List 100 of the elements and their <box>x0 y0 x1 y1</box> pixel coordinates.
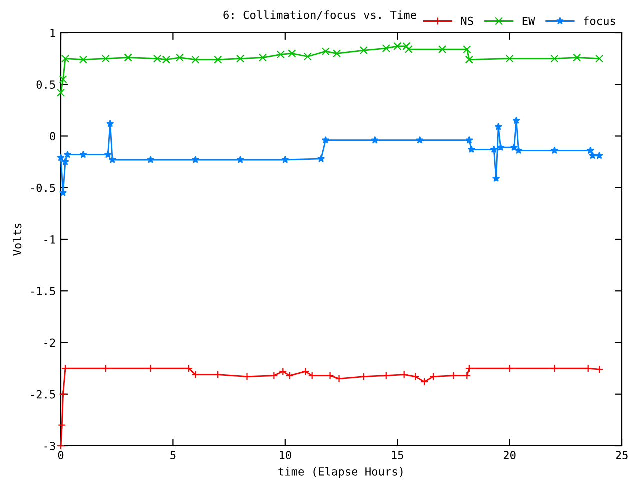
y-tick-label: 0 <box>50 132 56 141</box>
point <box>404 45 413 54</box>
point <box>192 156 200 164</box>
y-tick-label: -3 <box>44 442 56 450</box>
point <box>360 372 368 381</box>
point <box>288 50 296 58</box>
x-axis-title: time (Elapse Hours) <box>278 467 403 478</box>
point <box>102 54 110 63</box>
point <box>550 146 559 154</box>
point <box>400 370 408 379</box>
y-tick-label: -1 <box>44 236 56 244</box>
legend-label: focus <box>584 16 616 26</box>
point <box>146 156 155 164</box>
point <box>588 152 597 160</box>
point <box>64 150 72 158</box>
point <box>236 54 245 63</box>
point <box>59 75 68 84</box>
point <box>429 372 438 381</box>
point <box>214 56 222 64</box>
point <box>335 374 344 383</box>
point <box>80 150 88 158</box>
point <box>79 56 88 64</box>
point <box>146 364 155 373</box>
point <box>124 54 132 62</box>
point <box>282 156 290 164</box>
y-tick-label: 0.5 <box>36 80 56 90</box>
point <box>596 366 604 374</box>
point <box>236 156 244 164</box>
point <box>59 390 68 398</box>
point <box>494 122 502 130</box>
point <box>276 50 285 59</box>
point <box>270 372 278 380</box>
point <box>243 372 252 381</box>
point <box>468 146 476 154</box>
legend-label: NS <box>461 16 474 26</box>
x-tick-label: 5 <box>170 451 176 460</box>
point <box>304 52 312 61</box>
point <box>332 50 342 58</box>
point <box>490 146 498 154</box>
point <box>184 364 193 373</box>
point <box>412 372 420 381</box>
point <box>465 56 474 64</box>
point <box>57 154 65 162</box>
x-tick-label: 20 <box>504 451 516 460</box>
point <box>506 54 514 63</box>
point <box>596 152 604 160</box>
point <box>192 56 200 64</box>
point <box>104 150 112 158</box>
point <box>466 136 474 144</box>
point <box>106 120 114 128</box>
point <box>420 378 429 386</box>
point <box>61 364 70 373</box>
point <box>279 368 288 376</box>
point <box>438 45 447 54</box>
point <box>62 158 70 166</box>
point <box>108 156 116 164</box>
y-tick-label: -0.5 <box>31 184 56 192</box>
point <box>463 45 472 54</box>
y-tick-label: -2 <box>44 338 56 347</box>
point <box>506 364 514 373</box>
point <box>450 372 458 380</box>
point <box>573 54 582 62</box>
point <box>322 48 330 56</box>
point <box>465 364 474 373</box>
point <box>308 372 316 380</box>
point <box>56 88 66 97</box>
point <box>59 189 68 196</box>
x-tick-label: 15 <box>392 451 404 460</box>
point <box>512 116 520 124</box>
chart-title: 6: Collimation/focus vs. Time <box>224 10 416 20</box>
y-tick-label: -2.5 <box>31 390 56 399</box>
point <box>214 370 222 379</box>
point <box>258 54 267 62</box>
point <box>322 136 330 144</box>
point <box>463 372 472 380</box>
point <box>286 372 294 380</box>
point <box>514 146 523 154</box>
point <box>596 54 604 63</box>
point <box>58 421 66 430</box>
point <box>382 44 390 53</box>
point <box>317 154 326 162</box>
point <box>192 370 200 379</box>
point <box>416 136 424 144</box>
point <box>371 136 380 144</box>
point <box>102 364 110 373</box>
point <box>176 54 184 62</box>
point <box>56 442 66 450</box>
x-tick-label: 25 <box>616 451 628 460</box>
point <box>492 174 500 182</box>
point <box>550 54 559 63</box>
point <box>302 368 310 376</box>
point <box>510 144 518 151</box>
point <box>61 54 70 63</box>
point <box>326 372 334 380</box>
x-tick-label: 0 <box>58 451 64 460</box>
x-tick-label: 10 <box>280 451 292 460</box>
legend-label: EW <box>522 17 536 26</box>
point <box>382 372 390 380</box>
point <box>586 146 594 154</box>
point <box>360 46 368 55</box>
